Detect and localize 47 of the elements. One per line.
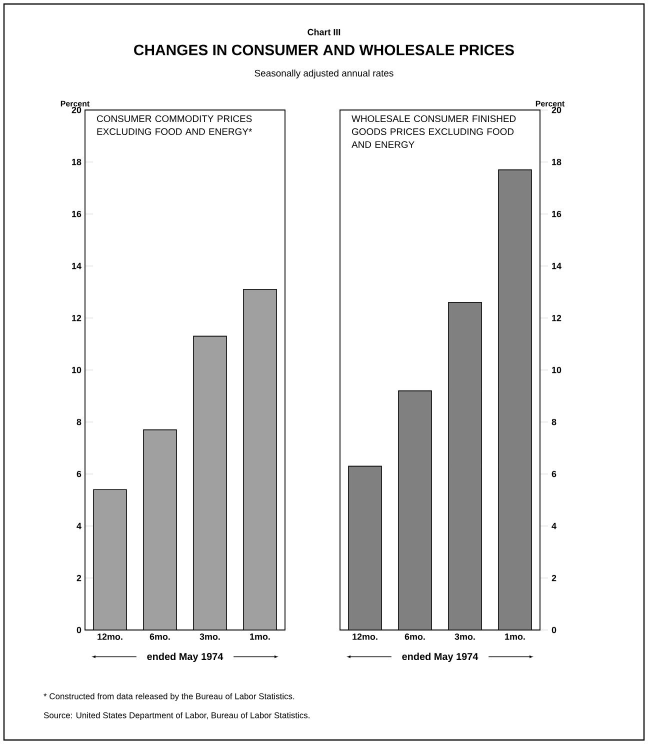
y-tick-label: 8 xyxy=(552,418,556,426)
y-tick-label: 20 xyxy=(552,106,562,114)
y-tick-label: 16 xyxy=(72,210,82,218)
text: CHANGES IN CONSUMER AND WHOLESALE PRICES xyxy=(134,44,514,56)
y-tick-label: 2 xyxy=(76,574,82,582)
y-tick-label: 6 xyxy=(76,470,82,478)
bar xyxy=(448,302,482,630)
x-tick-label: 6mo. xyxy=(404,634,425,640)
text: CONSUMER COMMODITY PRICES EXCLUDING FOOD AND ENERGY* xyxy=(97,115,252,135)
y-tick-label: 18 xyxy=(552,158,562,166)
x-tick-label: 12mo. xyxy=(98,634,122,640)
source-note: Source: United States Department of Labor, Bureau of Labor Statistics. xyxy=(44,712,310,720)
bar xyxy=(243,288,277,630)
y-tick-label: 10 xyxy=(552,366,562,374)
x-tick-label: 3mo. xyxy=(454,634,475,640)
y-tick-label: 12 xyxy=(72,314,82,322)
text: WHOLESALE CONSUMER FINISHED GOODS PRICES EXCLUDING FOOD AND ENERGY xyxy=(352,115,516,148)
y-tick-label: 2 xyxy=(552,574,556,582)
y-tick-label: 4 xyxy=(552,522,556,530)
bar xyxy=(193,336,227,630)
bar xyxy=(143,429,177,630)
bar xyxy=(348,466,382,630)
x-axis-title: ended May 1974 xyxy=(147,652,224,662)
y-tick-label: 20 xyxy=(72,106,82,114)
y-tick-label: 0 xyxy=(76,626,82,634)
x-tick-label: 12mo. xyxy=(352,634,378,640)
y-tick-label: 14 xyxy=(552,262,562,270)
y-tick-label: 12 xyxy=(552,314,562,322)
y-tick-label: 14 xyxy=(72,262,82,270)
y-tick-label: 4 xyxy=(76,522,82,530)
bar xyxy=(93,489,127,630)
y-tick-label: 18 xyxy=(72,158,82,166)
text: Seasonally adjusted annual rates xyxy=(254,70,394,78)
x-tick-label: 6mo. xyxy=(150,634,170,640)
text: Chart III xyxy=(308,28,340,36)
x-tick-label: 1mo. xyxy=(505,634,525,640)
text: * Constructed from data released by the Bureau of Labor Statistics. xyxy=(44,693,294,701)
y-tick-label: 0 xyxy=(552,626,556,634)
y-tick-label: 6 xyxy=(552,470,556,478)
y-tick-label: 8 xyxy=(76,418,82,426)
y-tick-label: 10 xyxy=(72,366,82,374)
y-tick-label: 16 xyxy=(552,210,562,218)
bar xyxy=(498,169,532,630)
x-tick-label: 1mo. xyxy=(250,634,270,640)
x-axis-title: ended May 1974 xyxy=(402,652,478,662)
bar xyxy=(398,390,432,630)
x-tick-label: 3mo. xyxy=(200,634,220,640)
